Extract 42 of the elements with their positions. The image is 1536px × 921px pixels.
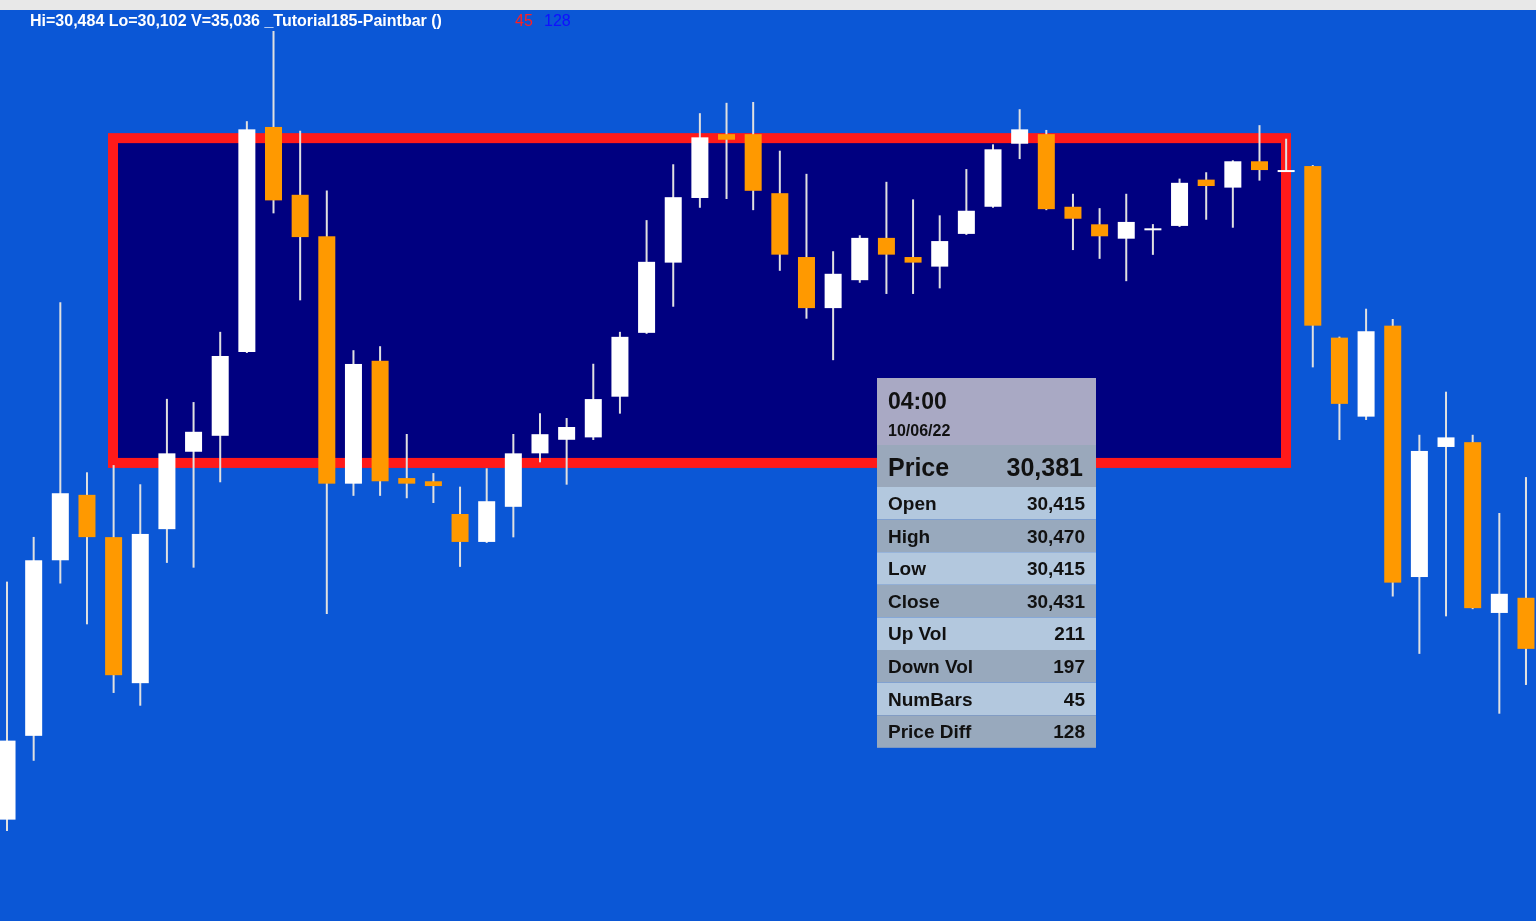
- annotation: Open: [888, 493, 937, 514]
- candlestick: [877, 181, 895, 294]
- annotation: Down Vol: [888, 656, 974, 677]
- annotation: 30,381: [1006, 453, 1084, 481]
- candlestick: [1064, 193, 1082, 251]
- candlestick: [718, 102, 736, 199]
- candlestick: [531, 413, 549, 463]
- annotation: NumBars: [888, 688, 973, 710]
- annotation: High: [888, 525, 931, 547]
- candlestick: [558, 418, 576, 485]
- candlestick: [398, 433, 416, 499]
- annotation: 30,470: [1026, 525, 1085, 547]
- annotation: 04:00: [888, 388, 947, 414]
- text: 128: [544, 12, 571, 29]
- annotation: Price Diff: [888, 721, 973, 743]
- annotation: 45: [1063, 688, 1086, 710]
- candlestick: [1144, 224, 1162, 255]
- candlestick: [1277, 138, 1295, 173]
- candlestick: [424, 473, 442, 504]
- annotation: Price: [888, 453, 950, 481]
- candlestick: [1437, 391, 1455, 617]
- candlestick: [185, 402, 203, 568]
- candlestick: [1250, 125, 1268, 181]
- annotation: 30,415: [1026, 493, 1086, 514]
- annotation: Close: [888, 590, 940, 612]
- annotation: 30,431: [1026, 590, 1086, 612]
- annotation: 10/06/22: [888, 422, 951, 439]
- chart-title: Hi=30,484 Lo=30,102 V=35,036 _Tutorial185-Paintbar (): [30, 12, 442, 29]
- candlestick: [904, 199, 922, 294]
- candlestick: [1117, 193, 1135, 282]
- annotation: 211: [1054, 623, 1086, 645]
- candlestick: [1011, 109, 1029, 160]
- annotation: Up Vol: [888, 623, 947, 645]
- candlestick: [1197, 172, 1215, 220]
- candlestick: [1490, 512, 1508, 714]
- annotation: 128: [1053, 721, 1085, 743]
- annotation: 30,415: [1026, 558, 1086, 580]
- text: 45: [515, 12, 533, 29]
- candlestick: [1091, 208, 1109, 259]
- annotation: 197: [1053, 656, 1085, 677]
- candlestick: [957, 169, 975, 235]
- annotation: Low: [888, 558, 927, 580]
